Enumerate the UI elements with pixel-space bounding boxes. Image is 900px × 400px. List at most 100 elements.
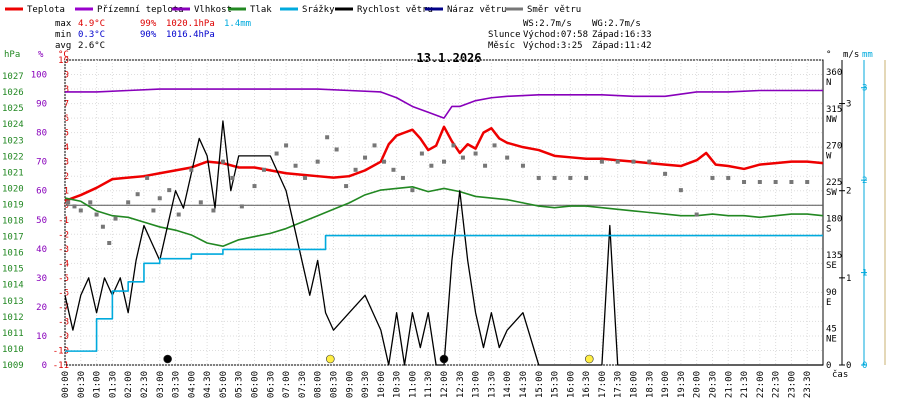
tick-label-pressure: 1018 bbox=[2, 217, 24, 227]
tick-label-time: 23:00 bbox=[787, 371, 797, 398]
tick-label-humidity: 40 bbox=[36, 245, 47, 255]
tick-label-pressure: 1014 bbox=[2, 281, 24, 291]
tick-label-time: 02:00 bbox=[124, 371, 134, 398]
tick-label-time: 22:30 bbox=[772, 371, 782, 398]
info-moon-set: Západ:11:42 bbox=[592, 41, 652, 51]
winddir-point bbox=[599, 159, 604, 164]
tick-label-windspeed: 1 bbox=[846, 274, 851, 284]
winddir-point bbox=[303, 175, 308, 180]
tick-label-pressure: 1027 bbox=[2, 72, 24, 82]
winddir-point bbox=[293, 163, 298, 168]
tick-label-time: 01:30 bbox=[108, 371, 118, 398]
tick-label-winddir-name: SW bbox=[826, 188, 837, 198]
info-sun-set: Západ:16:33 bbox=[592, 30, 652, 40]
legend-label: Náraz větru bbox=[447, 5, 507, 15]
info-moon-rise: Východ:3:25 bbox=[523, 41, 583, 51]
legend-label: Vlhkost bbox=[194, 5, 232, 15]
winddir-point bbox=[483, 163, 488, 168]
tick-label-temp: -1 bbox=[58, 216, 69, 226]
winddir-point bbox=[726, 175, 731, 180]
winddir-point bbox=[72, 204, 77, 209]
winddir-point bbox=[198, 200, 203, 205]
series-line-temp bbox=[64, 125, 824, 203]
tick-label-temp: -2 bbox=[58, 230, 69, 240]
winddir-point bbox=[381, 159, 386, 164]
winddir-point bbox=[151, 208, 156, 213]
tick-label-temp: -3 bbox=[58, 245, 69, 255]
tick-label-time: 03:30 bbox=[172, 371, 182, 398]
tick-label-temp: -7 bbox=[58, 303, 69, 313]
winddir-point bbox=[100, 224, 105, 229]
legend-label: Tlak bbox=[250, 5, 272, 15]
unit-ms: m/s bbox=[843, 50, 859, 60]
tick-label-time: 18:00 bbox=[630, 371, 640, 398]
winddir-point bbox=[88, 200, 93, 205]
winddir-point bbox=[442, 159, 446, 164]
tick-label-time: 15:00 bbox=[535, 371, 545, 398]
info-wg: WG:2.7m/s bbox=[592, 19, 641, 29]
tick-label-time: 15:30 bbox=[551, 371, 561, 398]
info-ws: WS:2.7m/s bbox=[523, 19, 572, 29]
tick-label-rain: 0 bbox=[862, 361, 867, 371]
winddir-point bbox=[742, 180, 747, 184]
tick-label-time: 22:00 bbox=[756, 371, 766, 398]
tick-label-time: 11:30 bbox=[424, 371, 434, 398]
winddir-point bbox=[694, 212, 699, 217]
winddir-point bbox=[757, 180, 762, 184]
tick-label-pressure: 1017 bbox=[2, 233, 24, 243]
winddir-point bbox=[274, 151, 279, 156]
tick-label-temp: 4 bbox=[64, 143, 69, 153]
tick-label-pressure: 1019 bbox=[2, 200, 24, 210]
legend-label: Směr větru bbox=[527, 5, 581, 15]
winddir-point bbox=[94, 212, 99, 217]
tick-label-time: 05:30 bbox=[235, 371, 245, 398]
tick-label-time: 14:00 bbox=[503, 371, 513, 398]
winddir-point bbox=[372, 143, 377, 148]
tick-label-pressure: 1021 bbox=[2, 168, 24, 178]
tick-label-time: 16:00 bbox=[566, 371, 576, 398]
winddir-point bbox=[568, 175, 573, 180]
tick-label-temp: 7 bbox=[64, 100, 69, 110]
legend-label: Srážky bbox=[302, 5, 335, 15]
tick-label-pressure: 1012 bbox=[2, 313, 24, 323]
tick-label-pressure: 1010 bbox=[2, 345, 24, 355]
tick-label-temp: 2 bbox=[64, 172, 69, 182]
tick-label-temp: -5 bbox=[58, 274, 69, 284]
tick-label-temp: -9 bbox=[58, 332, 69, 342]
tick-label-humidity: 50 bbox=[36, 216, 47, 226]
winddir-point bbox=[135, 192, 140, 197]
winddir-point bbox=[211, 208, 216, 213]
winddir-point bbox=[261, 167, 266, 172]
rain-event-marker bbox=[439, 354, 449, 364]
tick-label-time: 21:00 bbox=[724, 371, 734, 398]
tick-label-time: 14:30 bbox=[519, 371, 529, 398]
tick-label-time: 23:30 bbox=[803, 371, 813, 398]
winddir-point bbox=[157, 196, 162, 201]
info-sun-rise: Východ:07:58 bbox=[523, 30, 588, 40]
tick-label-humidity: 100 bbox=[31, 71, 47, 81]
tick-label-time: 20:00 bbox=[693, 371, 703, 398]
tick-label-time: 04:00 bbox=[187, 371, 197, 398]
unit-pct: % bbox=[38, 50, 44, 60]
stat-min-hum: 90% bbox=[140, 30, 157, 40]
winddir-point bbox=[334, 147, 339, 152]
tick-label-winddir-name: NE bbox=[826, 334, 837, 344]
stat-max-temp: 4.9°C bbox=[78, 19, 105, 29]
winddir-point bbox=[773, 180, 778, 184]
tick-label-humidity: 10 bbox=[36, 332, 47, 342]
tick-label-humidity: 20 bbox=[36, 303, 47, 313]
tick-label-pressure: 1020 bbox=[2, 184, 24, 194]
plot-area bbox=[64, 59, 824, 366]
tick-label-time: 12:00 bbox=[440, 371, 450, 398]
winddir-point bbox=[520, 163, 525, 168]
tick-label-time: 21:30 bbox=[740, 371, 750, 398]
stat-max-label: max bbox=[55, 19, 72, 29]
stat-max-press: 1020.1hPa bbox=[166, 19, 215, 29]
tick-label-humidity: 80 bbox=[36, 129, 47, 139]
tick-label-winddir-name: SE bbox=[826, 261, 837, 271]
tick-label-temp: -6 bbox=[58, 288, 69, 298]
stat-max-rain: 1.4mm bbox=[224, 19, 251, 29]
winddir-point bbox=[353, 167, 358, 172]
tick-label-humidity: 0 bbox=[42, 361, 47, 371]
